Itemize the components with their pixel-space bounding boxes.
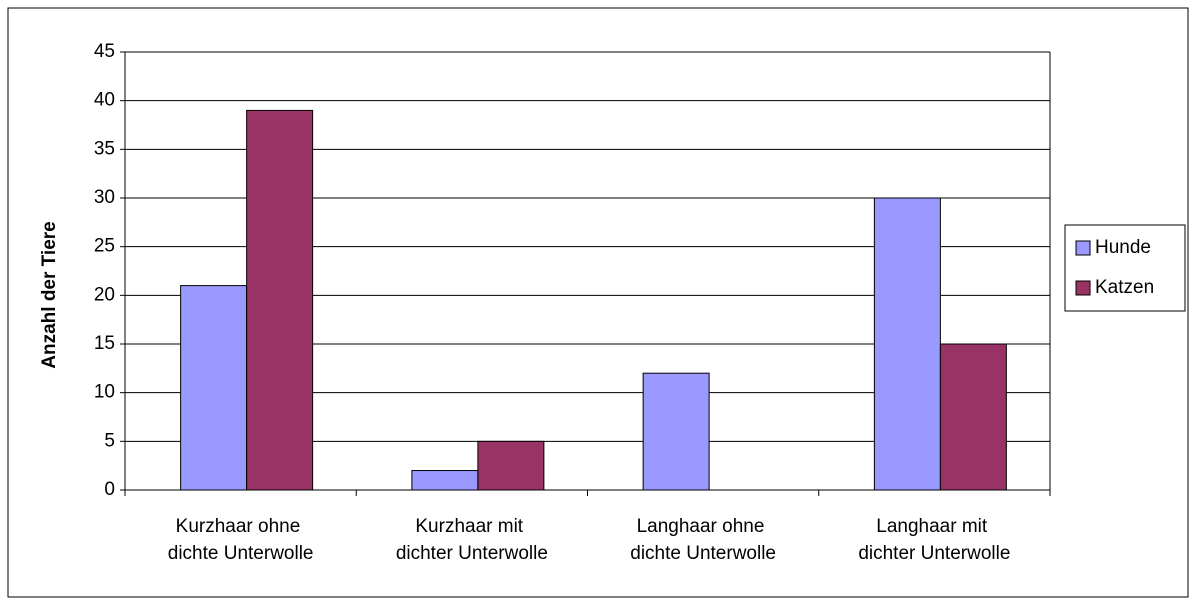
bar (477, 440, 545, 491)
x-tick-label: Langhaar mit dichter Unterwolle (858, 516, 1010, 564)
y-tick-label: 45 (94, 41, 115, 62)
y-tick-label: 15 (94, 333, 115, 354)
bar (939, 343, 1007, 491)
legend-swatch (1075, 280, 1091, 296)
x-tick-label: Kurzhaar ohne dichte Unterwolle (168, 516, 314, 564)
legend-label: Katzen (1095, 277, 1154, 298)
x-tick-label: Langhaar ohne dichte Unterwolle (630, 516, 776, 564)
y-tick-label: 35 (94, 138, 115, 159)
y-tick-label: 5 (104, 430, 115, 451)
y-axis-label: Anzahl der Tiere (39, 221, 60, 368)
bar (180, 285, 248, 491)
y-tick-label: 10 (94, 382, 115, 403)
y-tick-label: 25 (94, 236, 115, 257)
bar (642, 372, 710, 491)
legend-label: Hunde (1095, 237, 1151, 258)
y-tick-label: 0 (104, 479, 115, 500)
legend-box (1064, 224, 1186, 312)
bar (246, 109, 314, 491)
legend-swatch (1075, 240, 1091, 256)
x-tick-label: Kurzhaar mit dichter Unterwolle (396, 516, 548, 564)
y-tick-label: 30 (94, 187, 115, 208)
y-tick-label: 40 (94, 90, 115, 111)
bar (873, 197, 941, 491)
bar (411, 470, 479, 491)
y-tick-label: 20 (94, 284, 115, 305)
